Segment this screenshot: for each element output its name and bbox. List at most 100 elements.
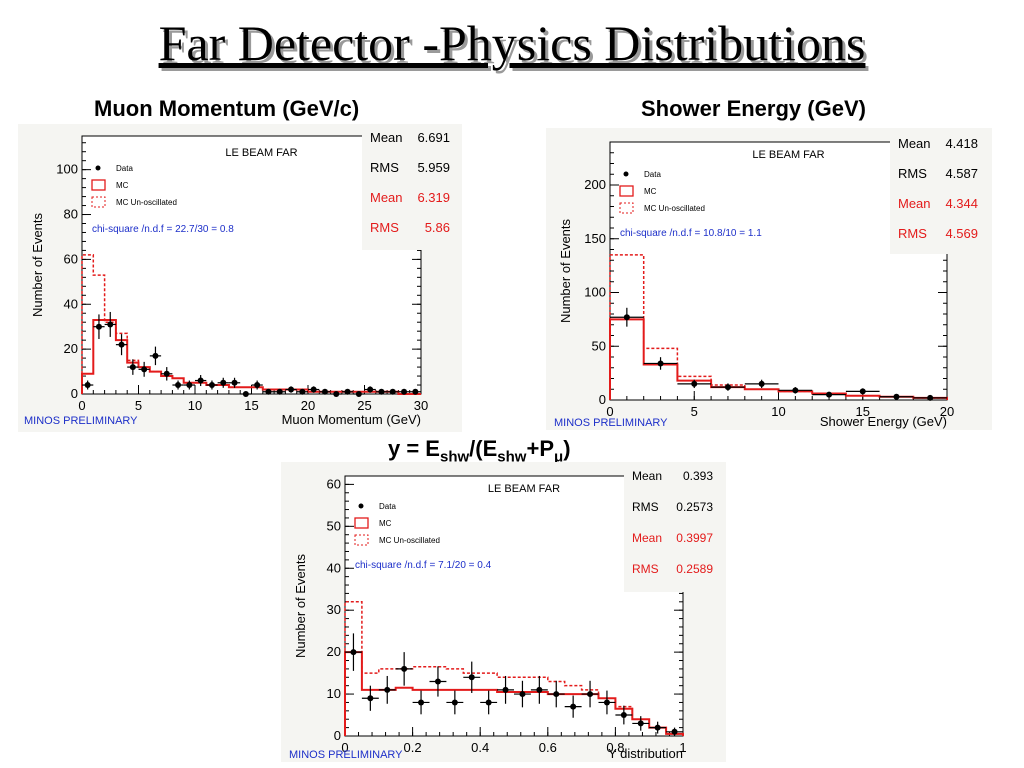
minos-preliminary-label: MINOS PRELIMINARY — [289, 749, 403, 761]
legend-data-marker — [95, 165, 101, 171]
y-tick-label: 60 — [64, 251, 78, 266]
data-point — [637, 720, 644, 727]
data-point — [654, 724, 661, 731]
x-tick-label: 5 — [135, 398, 142, 413]
data-point — [691, 380, 698, 387]
x-tick-label: 0 — [78, 398, 85, 413]
legend-unosc-label: MC Un-oscillated — [644, 204, 705, 213]
formula-plus: +P — [526, 436, 555, 461]
x-tick-label: 0 — [606, 404, 613, 419]
x-tick-label: 25 — [357, 398, 371, 413]
chi-square-label: chi-square /n.d.f = 22.7/30 = 0.8 — [92, 224, 234, 235]
stats-mc-mean-value: 0.3997 — [676, 531, 713, 545]
data-point — [321, 388, 328, 395]
stats-data-rms-label: RMS — [370, 160, 399, 175]
stats-data-mean-value: 6.691 — [417, 130, 450, 145]
stats-data-mean-label: Mean — [632, 469, 662, 483]
data-point — [84, 382, 91, 389]
chi-square-label: chi-square /n.d.f = 10.8/10 = 1.1 — [620, 228, 762, 239]
data-point — [310, 386, 317, 393]
stats-box — [890, 128, 992, 254]
data-point — [451, 699, 458, 706]
x-tick-label: 15 — [244, 398, 258, 413]
x-tick-label: 30 — [414, 398, 428, 413]
stats-box — [362, 124, 462, 250]
data-point — [350, 649, 357, 656]
data-point — [355, 391, 362, 397]
data-point — [657, 360, 664, 367]
stats-data-rms-value: 0.2573 — [676, 500, 713, 514]
muon-momentum-chart: 0 20 40 60 80 100 0 5 10 15 20 25 30 Data MC MC Un-osci… — [24, 124, 462, 427]
heading-y-formula: y = Eshw/(Eshw+Pμ) — [388, 436, 571, 465]
data-point — [378, 388, 385, 395]
y-tick-label: 20 — [64, 341, 78, 356]
data-point — [570, 703, 577, 710]
legend-data-label: Data — [379, 502, 396, 511]
data-point — [603, 699, 610, 706]
data-point — [620, 712, 627, 719]
legend-mc-swatch — [91, 179, 106, 191]
data-point — [367, 386, 374, 393]
stats-data-rms-label: RMS — [898, 166, 927, 181]
x-tick-label: 20 — [301, 398, 315, 413]
y-tick-label: 40 — [64, 296, 78, 311]
y-axis-label: Number of Events — [558, 218, 573, 323]
y-tick-label: 40 — [327, 560, 341, 575]
chi-square-label: chi-square /n.d.f = 7.1/20 = 0.4 — [355, 560, 492, 571]
data-point — [389, 388, 396, 395]
stats-mc-rms-value: 0.2589 — [676, 562, 713, 576]
x-axis-label: Muon Momentum (GeV) — [282, 412, 421, 427]
data-point — [927, 394, 934, 401]
data-point — [826, 391, 833, 398]
data-point — [231, 379, 238, 386]
x-tick-label: 10 — [188, 398, 202, 413]
shower-energy-chart: 0 50 100 150 200 0 5 10 15 20 Data MC MC Un-oscillat… — [554, 128, 992, 429]
legend-mc-label: MC — [379, 519, 392, 528]
legend-data-label: Data — [644, 170, 661, 179]
y-tick-label: 0 — [334, 728, 341, 743]
data-point — [197, 377, 204, 384]
data-point — [893, 393, 900, 400]
data-point — [118, 341, 125, 348]
stats-data-mean-label: Mean — [898, 136, 931, 151]
y-tick-label: 80 — [64, 207, 78, 222]
data-point — [129, 364, 136, 371]
heading-muon-momentum: Muon Momentum (GeV/c) — [94, 96, 360, 121]
x-tick-label: 0.8 — [606, 740, 624, 755]
stats-mc-rms-value: 4.569 — [945, 226, 978, 241]
legend-unosc-swatch — [354, 534, 369, 546]
data-point — [671, 728, 678, 735]
y-tick-label: 50 — [592, 338, 606, 353]
slide-title: Far Detector -Physics Distributions — [158, 15, 866, 71]
y-tick-label: 200 — [584, 177, 606, 192]
data-point — [401, 665, 408, 672]
stats-mc-mean-label: Mean — [632, 531, 662, 545]
y-tick-label: 10 — [327, 686, 341, 701]
data-point — [141, 366, 148, 373]
data-point — [107, 321, 114, 328]
y-axis-label: Number of Events — [30, 212, 45, 317]
data-point — [418, 699, 425, 706]
x-tick-label: 15 — [856, 404, 870, 419]
stats-mc-mean-label: Mean — [370, 190, 403, 205]
data-point — [95, 323, 102, 330]
y-distribution-chart: 0 10 20 30 40 50 60 0 0.2 0.4 0.6 0.8 1 Data MC MC Un-o… — [289, 462, 726, 761]
x-tick-label: 1 — [679, 740, 686, 755]
data-point — [519, 691, 526, 698]
x-axis-label: Shower Energy (GeV) — [820, 414, 947, 429]
data-point — [175, 382, 182, 389]
data-point — [468, 674, 475, 681]
stats-box — [624, 462, 726, 592]
legend-data-marker — [623, 171, 629, 177]
x-tick-label: 0.4 — [471, 740, 489, 755]
x-tick-label: 0 — [341, 740, 348, 755]
formula-shw-2: shw — [497, 448, 527, 466]
y-tick-label: 0 — [599, 392, 606, 407]
formula-shw-1: shw — [439, 448, 470, 466]
y-tick-label: 0 — [71, 386, 78, 401]
minos-preliminary-label: MINOS PRELIMINARY — [554, 417, 668, 429]
formula-mid: /(E — [469, 436, 498, 461]
formula-close: ) — [563, 436, 571, 461]
data-point — [276, 388, 283, 395]
data-point — [502, 686, 509, 693]
